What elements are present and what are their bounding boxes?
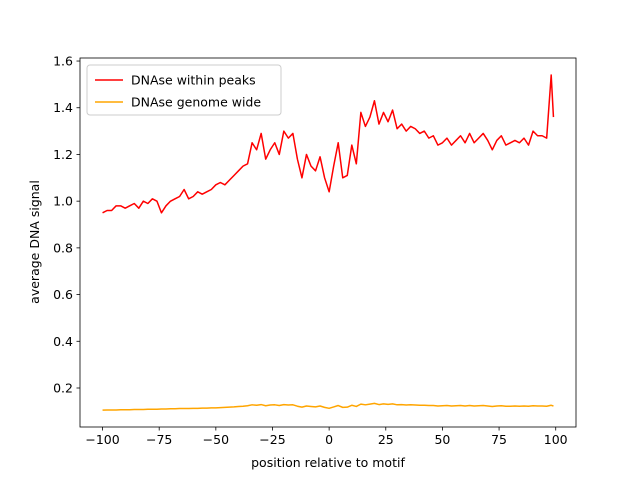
legend-label: DNAse genome wide — [131, 95, 261, 110]
x-tick-label: −50 — [203, 432, 229, 447]
x-tick-label: −75 — [146, 432, 172, 447]
y-tick-label: 0.6 — [53, 287, 73, 302]
x-tick-label: 75 — [491, 432, 507, 447]
legend: DNAse within peaks DNAse genome wide — [86, 64, 282, 116]
x-axis-label: position relative to motif — [251, 455, 405, 470]
y-axis-label: average DNA signal — [27, 180, 42, 304]
y-tick-label: 0.8 — [53, 240, 73, 255]
x-tick-label: −100 — [85, 432, 119, 447]
x-tick-label: 0 — [325, 432, 333, 447]
y-tick-label: 1.0 — [53, 194, 73, 209]
y-tick-label: 1.4 — [53, 100, 73, 115]
y-tick-label: 1.6 — [53, 54, 73, 69]
line-series — [102, 74, 555, 214]
x-tick-label: 25 — [378, 432, 394, 447]
line-series — [102, 402, 554, 411]
x-tick-label: 100 — [544, 432, 568, 447]
x-tick-label: 50 — [434, 432, 450, 447]
y-tick-label: 0.4 — [53, 334, 73, 349]
x-tick-label: −25 — [259, 432, 285, 447]
legend-box — [86, 64, 282, 116]
legend-label: DNAse within peaks — [131, 73, 256, 88]
y-tick-label: 0.2 — [53, 380, 73, 395]
y-tick-label: 1.2 — [53, 147, 73, 162]
plot-frame — [79, 57, 577, 428]
